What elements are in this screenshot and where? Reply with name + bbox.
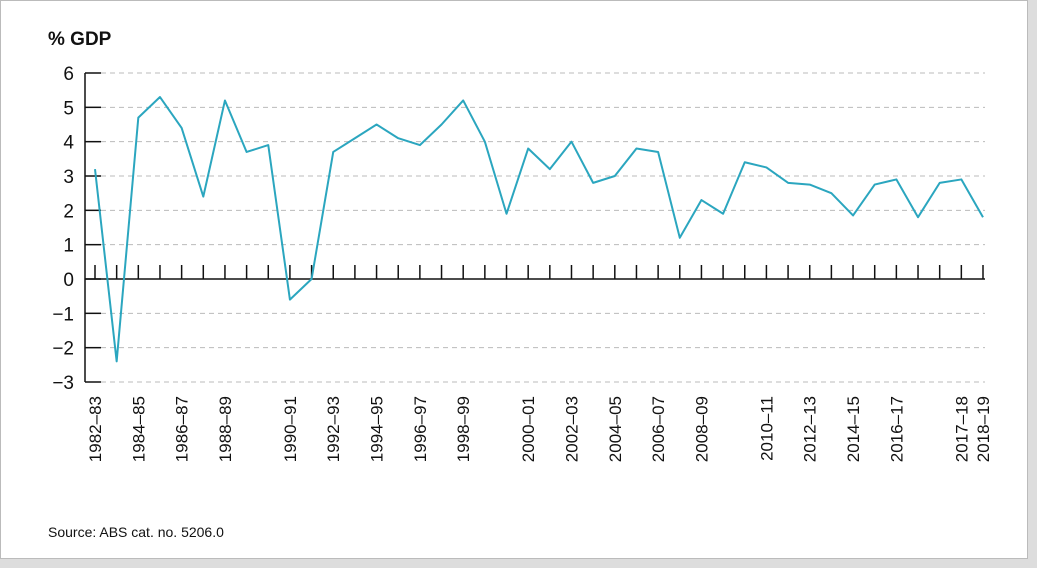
x-tick-label: 2002–03	[562, 396, 581, 462]
x-tick-label: 2000–01	[519, 396, 538, 462]
y-tick-label: 0	[63, 270, 74, 291]
y-tick-label: 5	[63, 98, 74, 119]
x-tick-label: 2010–11	[757, 396, 776, 461]
x-tick-label: 1996–97	[411, 396, 430, 462]
x-tick-label: 2017–18	[952, 396, 971, 462]
y-tick-label: 1	[63, 236, 74, 257]
x-tick-label: 1990–91	[281, 396, 300, 462]
x-tick-label: 1998–99	[454, 396, 473, 462]
y-tick-label: 2	[63, 201, 74, 222]
y-tick-label: −1	[52, 304, 74, 325]
x-tick-label: 2006–07	[649, 396, 668, 462]
panel-shadow	[1028, 0, 1037, 568]
x-tick-label: 2012–13	[801, 396, 820, 462]
y-tick-label: 6	[63, 64, 74, 85]
x-tick-label: 1992–93	[324, 396, 343, 462]
x-tick-label: 2004–05	[606, 396, 625, 462]
x-tick-label: 2018–19	[974, 396, 993, 462]
source: Source: ABS cat. no. 5206.0	[48, 524, 224, 540]
panel-shadow	[0, 559, 1037, 568]
x-tick-label: 2008–09	[692, 396, 711, 462]
x-tick-label: 1988–89	[216, 396, 235, 462]
x-tick-label: 1994–95	[368, 396, 387, 462]
x-tick-label: 2016–17	[887, 396, 906, 462]
y-tick-label: 3	[63, 167, 74, 188]
y-tick-label: −3	[52, 373, 74, 394]
y-tick-label: 4	[63, 133, 74, 154]
x-tick-label: 2014–15	[844, 396, 863, 462]
x-tick-label: 1984–85	[129, 396, 148, 462]
x-tick-label: 1986–87	[173, 396, 192, 462]
y-tick-label: −2	[52, 339, 74, 360]
x-tick-label: 1982–83	[86, 396, 105, 462]
line-series	[94, 96, 984, 363]
y-axis-title: % GDP	[48, 29, 112, 50]
